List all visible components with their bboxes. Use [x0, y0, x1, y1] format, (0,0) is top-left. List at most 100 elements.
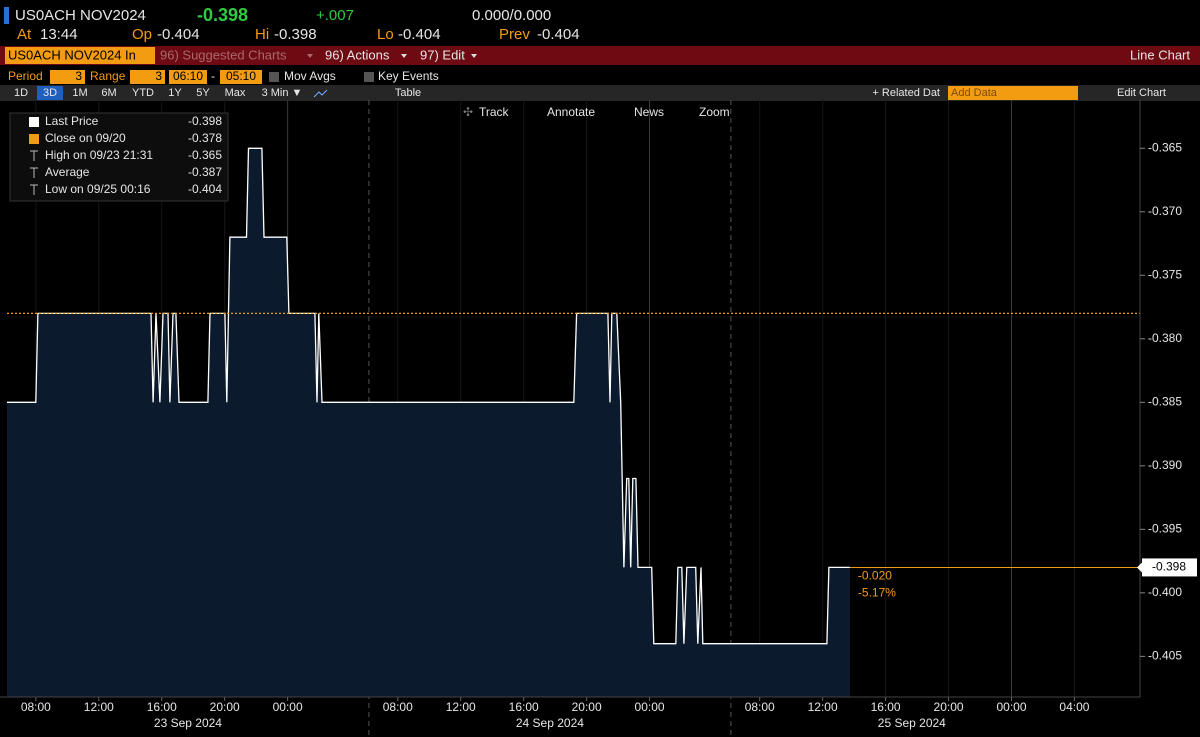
related-data[interactable]: + Related Dat [872, 87, 940, 99]
edit-chart[interactable]: Edit Chart [1117, 87, 1166, 99]
menu-item[interactable]: 96) Actions [325, 47, 390, 62]
period-button[interactable]: 3 Min ▼ [262, 87, 303, 99]
x-tick-label: 08:00 [21, 700, 51, 714]
x-tick-label: 04:00 [1059, 700, 1089, 714]
security-box[interactable] [5, 47, 155, 64]
bid-ask: 0.000/0.000 [472, 7, 551, 24]
period-button[interactable]: 1Y [168, 87, 182, 99]
checkbox[interactable] [364, 72, 374, 82]
dropdown-arrow [401, 54, 407, 58]
input-box[interactable] [50, 70, 85, 84]
y-tick-label: -0.400 [1148, 585, 1182, 599]
y-tick-label: -0.370 [1148, 204, 1182, 218]
input-box[interactable] [130, 70, 165, 84]
range-label: Range [90, 69, 126, 83]
period-button[interactable]: 5Y [196, 87, 210, 99]
x-tick-label: 00:00 [996, 700, 1026, 714]
chart-tool[interactable]: Zoom [699, 105, 730, 119]
x-tick-label: 12:00 [808, 700, 838, 714]
x-tick-label: 16:00 [871, 700, 901, 714]
tool-icon: ✣ [463, 105, 473, 119]
option[interactable]: Key Events [378, 69, 439, 83]
range-end[interactable]: 05:10 [226, 69, 256, 83]
day-label: 25 Sep 2024 [878, 716, 946, 730]
security[interactable]: US0ACH NOV2024 In [8, 47, 136, 62]
period-button[interactable]: 1M [72, 87, 87, 99]
x-tick-label: 20:00 [934, 700, 964, 714]
x-tick-label: 12:00 [446, 700, 476, 714]
y-tick-label: -0.375 [1148, 267, 1182, 281]
add-data[interactable]: Add Data [951, 87, 998, 99]
table-button[interactable]: Table [395, 87, 421, 99]
checkbox[interactable] [269, 72, 279, 82]
range[interactable]: 3 [155, 69, 162, 83]
period-button[interactable]: 3D [43, 87, 57, 99]
x-tick-label: 16:00 [147, 700, 177, 714]
icon [313, 89, 328, 98]
period-label: Period [8, 69, 43, 83]
last-price-pointer [1137, 562, 1142, 573]
quote-value: 13:44 [40, 26, 78, 43]
chart-type: Line Chart [1130, 47, 1190, 62]
range-start[interactable]: 06:10 [173, 69, 203, 83]
period-button[interactable]: 1D [14, 87, 28, 99]
menu-bar [0, 46, 1200, 65]
legend-swatch [29, 117, 39, 127]
quote-label: Hi [255, 26, 269, 43]
quote-value: -0.404 [537, 26, 580, 43]
menu-item[interactable]: 96) Suggested Charts [160, 47, 287, 62]
x-tick-label: 00:00 [273, 700, 303, 714]
range-separator: - [211, 69, 215, 83]
quote-value: -0.398 [274, 26, 317, 43]
legend-icon [30, 184, 38, 195]
quote-value: -0.404 [157, 26, 200, 43]
y-tick-label: -0.365 [1148, 140, 1182, 154]
annotation: -0.020 [858, 569, 892, 583]
chart-tool[interactable]: Annotate [547, 105, 595, 119]
period-button[interactable]: 6M [101, 87, 116, 99]
legend-icon [30, 150, 38, 161]
legend-label: Low on 09/25 00:16 [45, 182, 151, 196]
y-tick-label: -0.395 [1148, 522, 1182, 536]
price-line [7, 147, 850, 645]
annotation: -5.17% [858, 586, 896, 600]
add-data-input[interactable] [948, 86, 1078, 100]
legend-value: -0.378 [188, 131, 222, 145]
marker [4, 7, 9, 24]
quote-label: At [17, 26, 32, 43]
selected-button [37, 86, 63, 100]
period-button[interactable]: Max [225, 87, 246, 99]
area [7, 148, 850, 698]
quote-label: Op [132, 26, 152, 43]
option[interactable]: Mov Avgs [284, 69, 336, 83]
x-tick-label: 08:00 [383, 700, 413, 714]
chart: 08:00 12:00 16:00 20:00 00:00 08:00 12:00 16:00… [0, 100, 1197, 737]
legend-value: -0.387 [188, 165, 222, 179]
day-label: 24 Sep 2024 [516, 716, 584, 730]
quote-value: -0.404 [398, 26, 441, 43]
legend-value: -0.404 [188, 182, 222, 196]
chart-tool[interactable]: Track [479, 105, 510, 119]
last-price-box [1142, 558, 1197, 577]
legend: Last Price -0.398 Close on 09/20 -0.378 High… [29, 114, 222, 196]
y-tick-label: -0.385 [1148, 394, 1182, 408]
chart-tool[interactable]: News [634, 105, 664, 119]
menu-item[interactable]: 97) Edit [420, 47, 465, 62]
x-tick-label: 20:00 [572, 700, 602, 714]
x-tick-label: 12:00 [84, 700, 114, 714]
y-tick-label: -0.390 [1148, 458, 1182, 472]
period[interactable]: 3 [75, 69, 82, 83]
x-tick-label: 00:00 [635, 700, 665, 714]
quote-label: Prev [499, 26, 530, 43]
input-box[interactable] [220, 70, 262, 84]
legend-value: -0.398 [188, 114, 222, 128]
legend-value: -0.365 [188, 148, 222, 162]
quote-label: Lo [377, 26, 394, 43]
ticker: US0ACH NOV2024 [15, 7, 146, 24]
legend-label: Average [45, 165, 90, 179]
input-box[interactable] [169, 70, 207, 84]
legend-label: Close on 09/20 [45, 131, 126, 145]
last-price-label: -0.398 [1152, 560, 1186, 574]
period-button[interactable]: YTD [132, 87, 154, 99]
